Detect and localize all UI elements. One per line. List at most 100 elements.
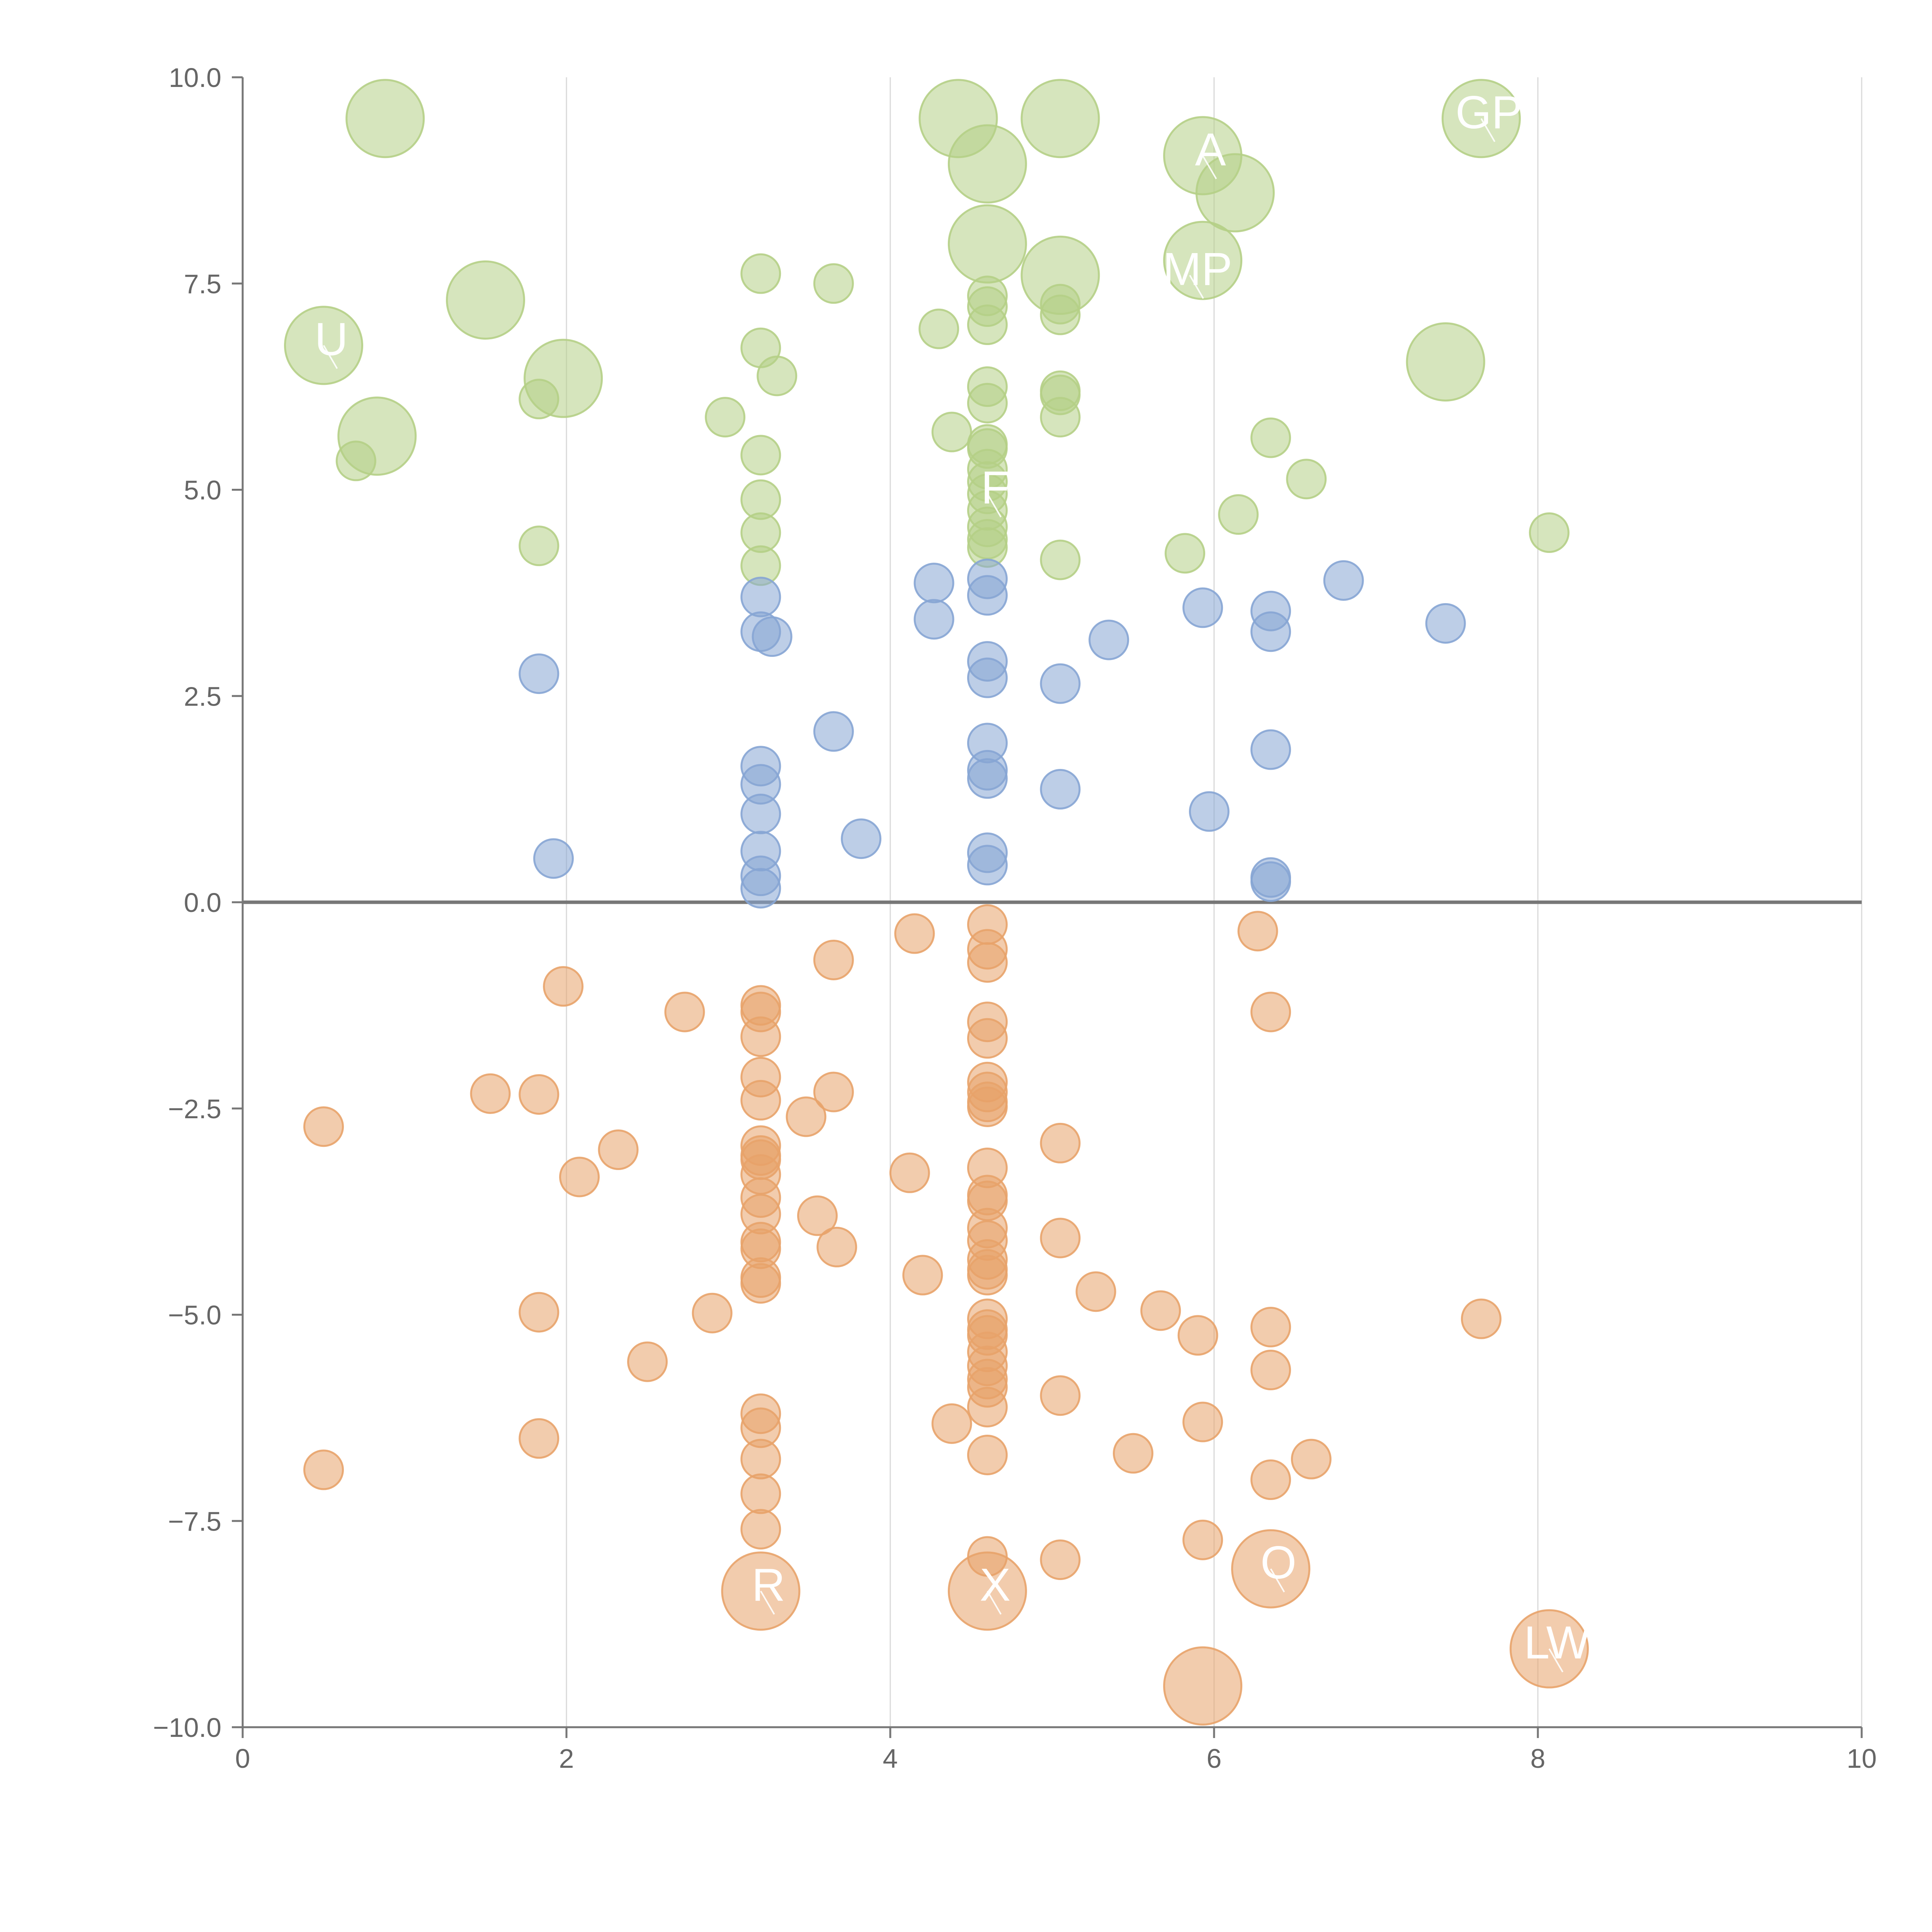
green-bubble <box>1406 322 1485 402</box>
blue-bubble <box>533 838 574 879</box>
blue-bubble <box>1250 861 1291 902</box>
label-leader-line <box>1548 1648 1564 1673</box>
orange-bubble <box>816 1226 857 1267</box>
green-bubble <box>1020 79 1100 158</box>
blue-bubble <box>967 657 1008 698</box>
orange-bubble <box>1177 1315 1218 1356</box>
orange-bubble <box>1040 1122 1081 1163</box>
green-bubble <box>740 253 781 294</box>
label-leader-line <box>323 345 338 369</box>
orange-bubble <box>786 1096 827 1137</box>
green-bubble <box>1163 221 1243 300</box>
orange-bubble <box>543 966 584 1007</box>
orange-bubble <box>303 1106 344 1147</box>
bubble-label: GP <box>1456 87 1522 138</box>
orange-bubble <box>889 1152 930 1193</box>
blue-bubble <box>740 794 781 835</box>
green-bubble <box>1040 397 1081 438</box>
orange-bubble <box>1250 1350 1291 1391</box>
orange-bubble <box>1250 1307 1291 1348</box>
green-bubble <box>1165 533 1206 574</box>
label-leader-line <box>760 1590 775 1615</box>
green-bubble <box>1040 539 1081 580</box>
orange-bubble <box>813 939 854 980</box>
green-bubble <box>967 304 1008 345</box>
y-tick-label: −10.0 <box>153 1713 221 1743</box>
bubble-label: O <box>1260 1537 1296 1588</box>
blue-bubble <box>1088 619 1129 660</box>
label-leader-line <box>1202 155 1217 179</box>
blue-bubble <box>740 868 781 909</box>
green-bubble <box>947 124 1027 204</box>
orange-bubble <box>740 1080 781 1121</box>
green-bubble <box>967 383 1008 423</box>
data-points <box>284 79 1589 1726</box>
blue-bubble <box>967 845 1008 886</box>
green-bubble <box>1195 153 1275 233</box>
orange-bubble <box>1040 1375 1081 1416</box>
orange-bubble <box>1461 1298 1502 1339</box>
orange-bubble <box>303 1449 344 1490</box>
x-tick-label: 10 <box>1847 1743 1877 1774</box>
green-bubble <box>918 308 959 349</box>
orange-bubble <box>740 1439 781 1480</box>
orange-bubble <box>797 1195 838 1236</box>
orange-bubble <box>1075 1271 1116 1312</box>
blue-bubble <box>1250 729 1291 770</box>
green-bubble <box>1250 417 1291 458</box>
orange-bubble <box>1040 1539 1081 1580</box>
orange-bubble <box>740 1473 781 1514</box>
orange-bubble <box>1291 1439 1332 1480</box>
y-tick-label: −5.0 <box>168 1300 221 1330</box>
green-bubble <box>931 412 972 452</box>
orange-bubble <box>1140 1290 1181 1331</box>
y-tick-label: 10.0 <box>169 63 221 93</box>
green-bubble <box>519 526 560 566</box>
orange-bubble <box>519 1418 560 1459</box>
orange-bubble <box>1182 1401 1223 1442</box>
orange-bubble <box>1040 1218 1081 1259</box>
y-tick-label: 5.0 <box>184 475 221 505</box>
orange-bubble <box>967 942 1008 983</box>
label-leader-line <box>1270 1568 1285 1593</box>
bubble-label: MP <box>1163 243 1232 295</box>
orange-bubble <box>1182 1519 1223 1560</box>
label-leader-line <box>1189 275 1204 299</box>
orange-bubble <box>967 1018 1008 1059</box>
orange-bubble <box>967 1434 1008 1475</box>
blue-bubble <box>841 818 882 859</box>
green-bubble <box>1286 459 1327 500</box>
orange-bubble <box>627 1341 668 1382</box>
green-bubble <box>1020 235 1100 315</box>
orange-bubble <box>740 1263 781 1304</box>
blue-bubble <box>913 563 954 604</box>
orange-bubble <box>967 1086 1008 1127</box>
label-leader-line <box>1480 118 1496 142</box>
bubble-label: F <box>981 462 1009 514</box>
blue-bubble <box>967 758 1008 799</box>
green-bubble <box>1529 512 1570 553</box>
orange-bubble <box>740 1016 781 1057</box>
y-tick-label: 7.5 <box>184 269 221 299</box>
green-bubble <box>524 338 603 418</box>
blue-bubble <box>967 575 1008 616</box>
green-bubble <box>446 260 525 340</box>
x-tick-label: 2 <box>559 1743 574 1774</box>
y-tick-label: 0.0 <box>184 888 221 918</box>
bubble-label: X <box>980 1559 1010 1611</box>
orange-bubble <box>519 1074 560 1115</box>
x-tick-label: 0 <box>235 1743 250 1774</box>
label-leader-line <box>986 1590 1002 1615</box>
orange-bubble <box>931 1403 972 1444</box>
orange-bubble <box>470 1073 511 1114</box>
orange-bubble <box>598 1129 639 1170</box>
blue-bubble <box>752 616 793 657</box>
blue-bubble <box>1425 603 1466 644</box>
green-bubble <box>1218 494 1259 535</box>
label-leader-line <box>986 493 1002 518</box>
green-bubble <box>947 204 1027 284</box>
orange-bubble <box>967 1387 1008 1428</box>
blue-bubble <box>913 599 954 640</box>
x-tick-label: 6 <box>1207 1743 1222 1774</box>
